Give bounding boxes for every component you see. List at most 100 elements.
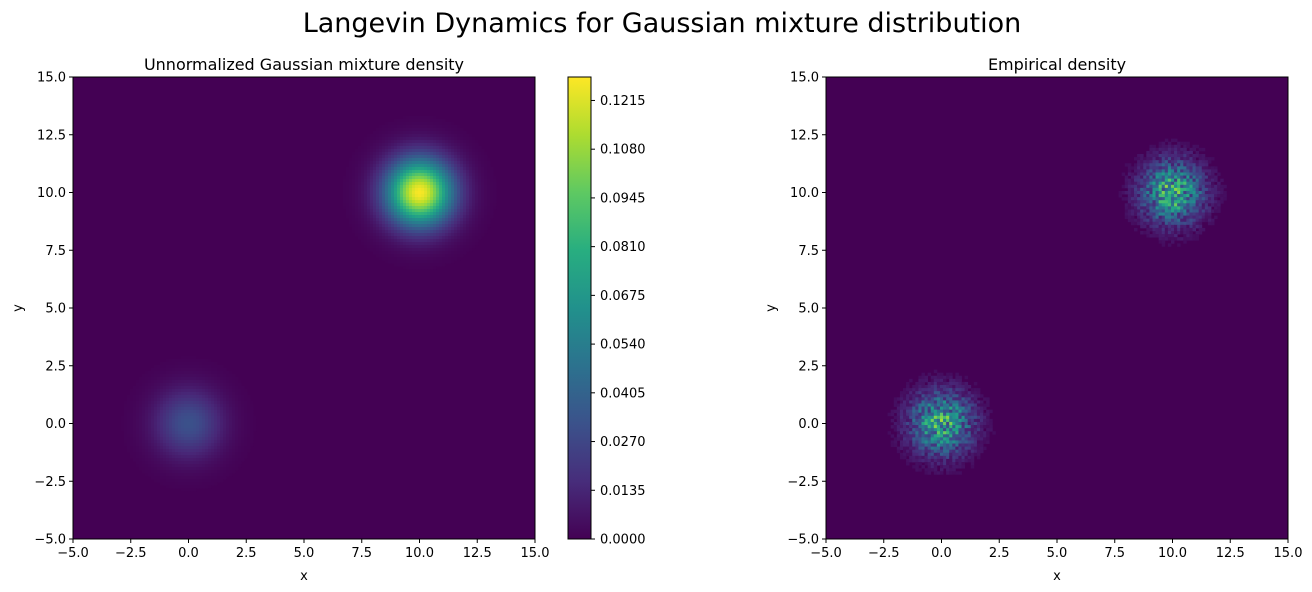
histogram-bin	[1180, 147, 1184, 152]
density-cell	[466, 215, 470, 219]
density-cell	[343, 194, 347, 198]
histogram-bin	[1180, 166, 1184, 170]
density-cell	[460, 212, 464, 216]
density-cell	[451, 188, 455, 192]
density-cell	[400, 233, 404, 237]
histogram-bin	[930, 403, 935, 407]
density-cell	[208, 431, 212, 435]
density-cell	[397, 194, 401, 198]
density-cell	[169, 425, 173, 429]
density-cell	[439, 167, 443, 171]
histogram-bin	[903, 397, 907, 401]
density-cell	[229, 407, 233, 411]
density-cell	[172, 479, 176, 483]
density-cell	[424, 146, 428, 150]
density-cell	[475, 203, 479, 207]
histogram-bin	[970, 403, 975, 407]
density-cell	[385, 206, 389, 210]
density-cell	[376, 236, 380, 240]
density-cell	[397, 161, 401, 165]
density-cell	[364, 185, 368, 189]
density-cell	[184, 419, 188, 423]
density-cell	[169, 413, 173, 417]
density-cell	[430, 149, 434, 153]
density-cell	[397, 119, 401, 123]
density-cell	[190, 383, 194, 387]
density-cell	[442, 257, 446, 261]
density-cell	[457, 194, 461, 198]
density-cell	[418, 176, 422, 180]
histogram-bin	[970, 412, 975, 417]
density-cell	[364, 236, 368, 240]
left-x-axis-label: x	[300, 569, 308, 584]
density-cell	[448, 158, 452, 162]
histogram-bin	[1158, 221, 1163, 226]
density-cell	[178, 437, 182, 441]
histogram-bin	[1217, 203, 1221, 207]
density-cell	[421, 188, 425, 192]
histogram-bin	[1183, 194, 1187, 198]
density-cell	[382, 230, 386, 234]
density-cell	[427, 188, 431, 192]
density-cell	[193, 410, 197, 414]
density-cell	[163, 419, 167, 423]
histogram-bin	[933, 400, 938, 404]
histogram-bin	[1174, 147, 1178, 152]
density-cell	[364, 164, 368, 168]
histogram-bin	[946, 400, 950, 404]
density-cell	[394, 176, 398, 180]
density-cell	[208, 473, 212, 477]
histogram-bin	[1161, 212, 1166, 216]
density-cell	[415, 218, 419, 222]
histogram-bin	[1174, 138, 1178, 143]
density-cell	[169, 434, 173, 438]
density-cell	[439, 254, 443, 258]
density-cell	[190, 401, 194, 405]
density-cell	[442, 197, 446, 201]
histogram-bin	[1149, 163, 1153, 167]
density-cell	[442, 194, 446, 198]
histogram-bin	[1149, 181, 1153, 186]
density-cell	[160, 476, 164, 480]
density-cell	[394, 263, 398, 267]
density-cell	[220, 440, 224, 444]
density-cell	[220, 392, 224, 396]
histogram-bin	[1214, 197, 1218, 201]
histogram-bin	[952, 400, 956, 404]
density-cell	[409, 257, 413, 261]
histogram-bin	[1180, 231, 1184, 235]
density-cell	[373, 239, 377, 243]
histogram-bin	[1183, 160, 1187, 164]
density-cell	[172, 428, 176, 432]
density-cell	[406, 164, 410, 168]
colorbar-ticks: 0.00000.01350.02700.04050.05400.06750.08…	[591, 94, 646, 548]
density-cell	[211, 395, 215, 399]
density-cell	[487, 221, 491, 225]
density-cell	[463, 182, 467, 186]
density-cell	[469, 167, 473, 171]
histogram-bin	[958, 403, 962, 407]
density-cell	[352, 161, 356, 165]
histogram-bin	[1198, 157, 1203, 161]
histogram-bin	[1170, 169, 1175, 173]
density-cell	[187, 431, 191, 435]
density-cell	[454, 137, 458, 141]
density-cell	[436, 164, 440, 168]
density-cell	[187, 356, 191, 360]
density-cell	[157, 425, 161, 429]
density-cell	[361, 236, 365, 240]
density-cell	[403, 224, 407, 228]
density-cell	[415, 149, 419, 153]
density-cell	[460, 251, 464, 255]
density-cell	[436, 251, 440, 255]
density-cell	[487, 197, 491, 201]
density-cell	[421, 134, 425, 138]
density-cell	[220, 431, 224, 435]
density-cell	[427, 218, 431, 222]
density-cell	[427, 137, 431, 141]
density-cell	[223, 416, 227, 420]
histogram-bin	[1140, 203, 1144, 207]
density-cell	[472, 179, 476, 183]
density-cell	[214, 407, 218, 411]
density-cell	[241, 389, 245, 393]
